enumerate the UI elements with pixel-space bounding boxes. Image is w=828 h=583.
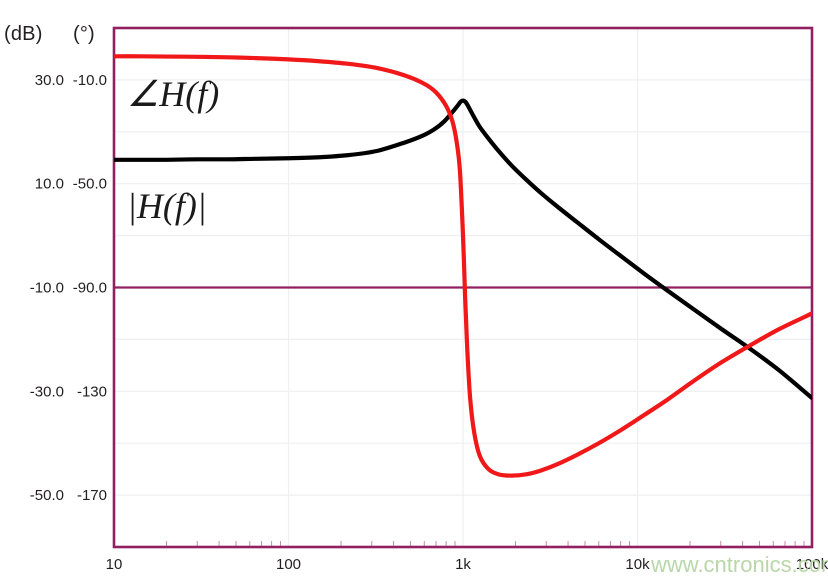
phase-curve-annotation: ∠H(f) [127,74,219,114]
minor-ticks-group [166,541,805,547]
x-tick-label: 10k [625,556,650,573]
y-tick-label-deg: -10.0 [73,72,107,89]
x-tick-label: 100 [276,556,301,573]
y-tick-label-deg: -90.0 [73,280,107,297]
x-tick-label: 10 [106,556,123,573]
y-tick-label-deg: -170 [77,487,107,504]
x-tick-labels-group: 10 100 1k 10k 100k [106,556,828,573]
left-axis-unit-label: (dB) [4,23,43,45]
y-tick-label-db: -30.0 [30,383,64,400]
x-tick-label: 100k [796,556,828,573]
watermark-text: www.cntronics.com [651,552,828,577]
y-tick-label-db: -50.0 [30,487,64,504]
y-tick-label-db: 10.0 [35,176,64,193]
right-axis-unit-label: (°) [73,23,95,45]
curve-annotations-group: ∠H(f) |H(f)| [127,74,219,226]
y-tick-label-db: 30.0 [35,72,64,89]
magnitude-curve-annotation: |H(f)| [127,186,207,226]
curves-group [114,54,812,478]
y-tick-label-deg: -50.0 [73,176,107,193]
y-tick-labels-group: 30.0 -10.0 10.0 -50.0 -10.0 -90.0 -30.0 -130 -50… [30,72,107,504]
x-tick-label: 1k [455,556,471,573]
y-tick-label-deg: -130 [77,383,107,400]
y-tick-label-db: -10.0 [30,280,64,297]
